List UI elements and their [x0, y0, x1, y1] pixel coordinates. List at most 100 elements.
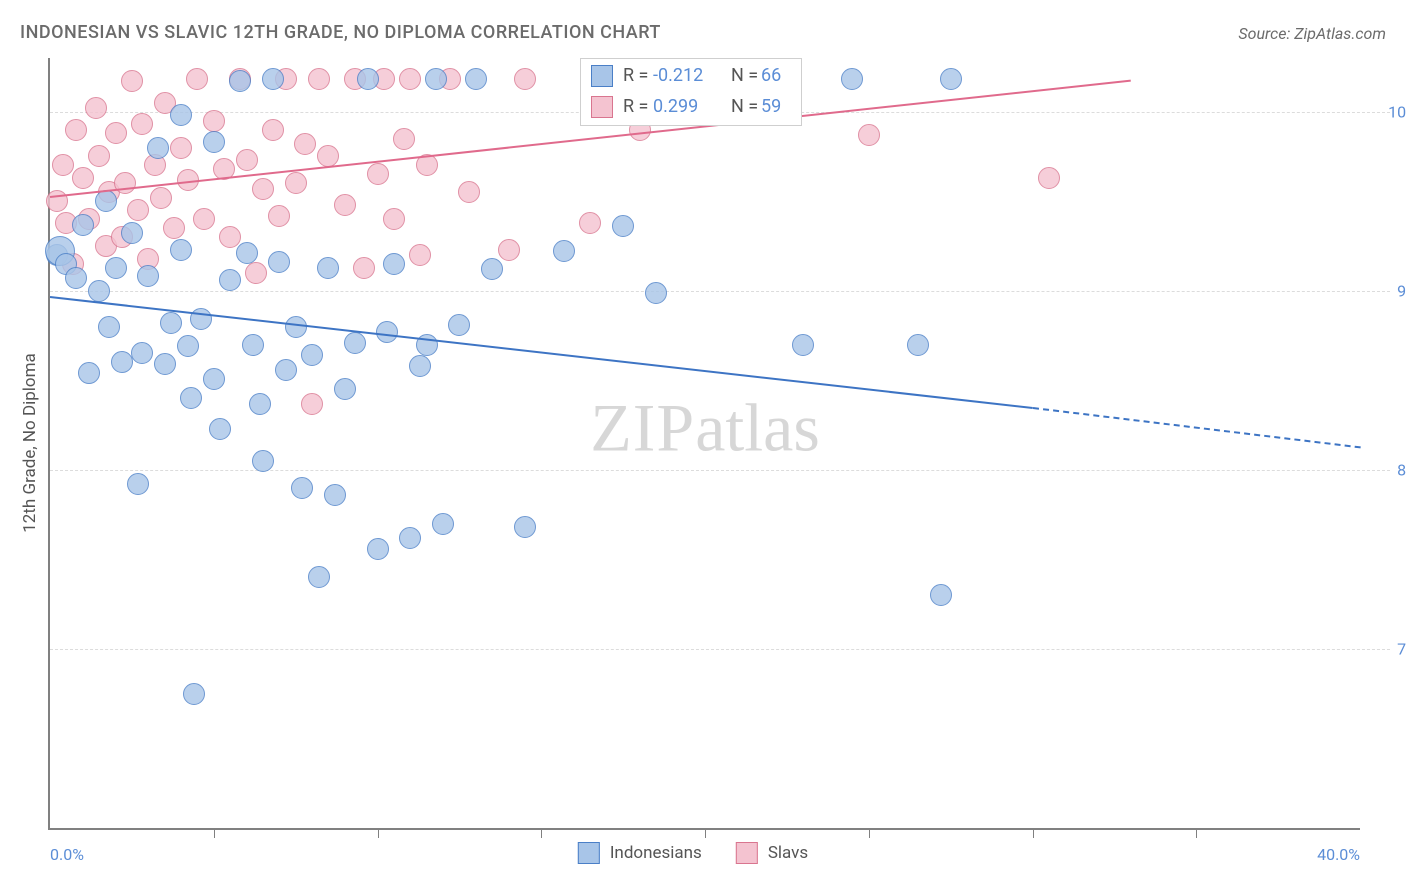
- x-tick: [1196, 828, 1197, 838]
- watermark-zip: ZIP: [590, 389, 695, 465]
- scatter-point: [72, 214, 94, 236]
- scatter-point: [219, 269, 241, 291]
- scatter-point: [308, 68, 330, 90]
- scatter-point: [186, 68, 208, 90]
- scatter-point: [154, 353, 176, 375]
- scatter-point: [105, 122, 127, 144]
- scatter-point: [301, 393, 323, 415]
- scatter-point: [65, 119, 87, 141]
- scatter-point: [458, 181, 480, 203]
- scatter-point: [137, 265, 159, 287]
- scatter-point: [612, 215, 634, 237]
- scatter-point: [78, 362, 100, 384]
- correlation-legend: R =-0.212N =66R =0.299N =59: [580, 58, 802, 126]
- scatter-point: [514, 516, 536, 538]
- legend-swatch: [591, 96, 613, 118]
- scatter-point: [481, 258, 503, 280]
- scatter-point: [858, 124, 880, 146]
- scatter-point: [334, 194, 356, 216]
- scatter-point: [285, 172, 307, 194]
- legend-series-name: Indonesians: [610, 843, 702, 863]
- scatter-point: [170, 137, 192, 159]
- x-tick: [705, 828, 706, 838]
- legend-swatch: [736, 842, 758, 864]
- scatter-point: [203, 110, 225, 132]
- scatter-point: [792, 334, 814, 356]
- legend-swatch: [578, 842, 600, 864]
- scatter-point: [242, 334, 264, 356]
- scatter-point: [1038, 167, 1060, 189]
- scatter-point: [203, 131, 225, 153]
- y-tick-label: 100.0%: [1388, 102, 1406, 121]
- x-tick-label: 40.0%: [1317, 845, 1360, 864]
- scatter-point: [317, 257, 339, 279]
- scatter-point: [170, 104, 192, 126]
- scatter-point: [177, 335, 199, 357]
- scatter-point: [383, 208, 405, 230]
- scatter-point: [105, 257, 127, 279]
- legend-series-name: Slavs: [768, 843, 808, 863]
- legend-row: R =0.299N =59: [581, 92, 801, 123]
- scatter-point: [180, 387, 202, 409]
- scatter-point: [163, 217, 185, 239]
- scatter-point: [514, 68, 536, 90]
- scatter-point: [409, 244, 431, 266]
- scatter-point: [236, 149, 258, 171]
- y-tick-label: 70.0%: [1397, 639, 1406, 658]
- scatter-point: [294, 133, 316, 155]
- gridline: [50, 649, 1390, 650]
- scatter-point: [65, 267, 87, 289]
- scatter-point: [121, 222, 143, 244]
- scatter-point: [383, 253, 405, 275]
- scatter-point: [252, 450, 274, 472]
- scatter-point: [376, 321, 398, 343]
- scatter-point: [367, 163, 389, 185]
- scatter-point: [88, 280, 110, 302]
- legend-text: R =-0.212N =66: [623, 62, 791, 91]
- scatter-point: [131, 342, 153, 364]
- scatter-point: [127, 199, 149, 221]
- scatter-point: [498, 239, 520, 261]
- watermark: ZIPatlas: [590, 388, 820, 467]
- scatter-point: [229, 70, 251, 92]
- scatter-point: [193, 208, 215, 230]
- x-tick: [214, 828, 215, 838]
- scatter-point: [249, 393, 271, 415]
- scatter-point: [301, 344, 323, 366]
- scatter-point: [275, 359, 297, 381]
- scatter-point: [448, 314, 470, 336]
- trend-line: [1032, 407, 1360, 448]
- scatter-point: [399, 527, 421, 549]
- scatter-point: [344, 332, 366, 354]
- scatter-point: [245, 262, 267, 284]
- gridline: [50, 470, 1390, 471]
- scatter-point: [357, 68, 379, 90]
- y-axis-label: 12th Grade, No Diploma: [20, 353, 40, 533]
- scatter-point: [131, 113, 153, 135]
- scatter-point: [465, 68, 487, 90]
- source-label: Source: ZipAtlas.com: [1238, 24, 1386, 43]
- scatter-point: [268, 251, 290, 273]
- scatter-point: [150, 187, 172, 209]
- x-tick: [378, 828, 379, 838]
- scatter-point: [72, 167, 94, 189]
- scatter-point: [88, 145, 110, 167]
- scatter-point: [645, 282, 667, 304]
- chart-container: INDONESIAN VS SLAVIC 12TH GRADE, NO DIPL…: [0, 0, 1406, 892]
- scatter-point: [553, 240, 575, 262]
- gridline: [50, 291, 1390, 292]
- scatter-point: [121, 70, 143, 92]
- scatter-point: [841, 68, 863, 90]
- x-tick-label: 0.0%: [50, 845, 84, 864]
- scatter-point: [160, 312, 182, 334]
- chart-title: INDONESIAN VS SLAVIC 12TH GRADE, NO DIPL…: [20, 22, 661, 43]
- scatter-point: [930, 584, 952, 606]
- scatter-point: [252, 178, 274, 200]
- scatter-point: [127, 473, 149, 495]
- x-tick: [541, 828, 542, 838]
- scatter-point: [907, 334, 929, 356]
- scatter-point: [170, 239, 192, 261]
- scatter-point: [334, 378, 356, 400]
- x-tick: [869, 828, 870, 838]
- scatter-point: [940, 68, 962, 90]
